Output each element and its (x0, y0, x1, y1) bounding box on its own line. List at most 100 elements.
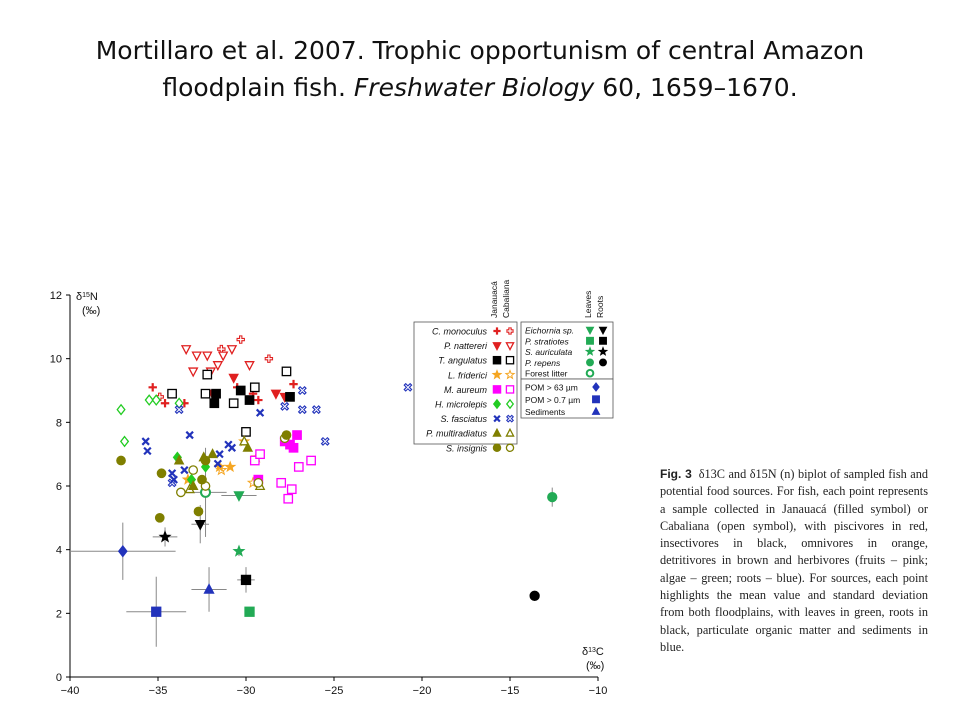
legend-p-multiradiatus-janauaca-symbol-shape (492, 427, 502, 437)
fish-t-angulatus-cabaliana-point-shape (202, 369, 213, 380)
legend-forest-litter-label: Forest litter (525, 369, 568, 379)
legend-p-nattereri-cabaliana-symbol (505, 342, 515, 351)
fish-t-angulatus-janauaca-point-shape (211, 388, 221, 399)
fish-s-fasciatus-janauaca-point-shape (185, 430, 194, 440)
fish-p-multiradiatus-janauaca-point-shape (187, 479, 199, 491)
legend-header-roots: Roots (595, 296, 605, 318)
legend-c-monoculus-label: C. monoculus (432, 327, 488, 337)
fish-c-monoculus-cabaliana-point-shape (218, 345, 225, 353)
x-tick-label: −10 (589, 685, 608, 697)
title-line-2: floodplain fish. Freshwater Biology 60, … (40, 69, 920, 106)
legend-h-microlepis-janauaca-symbol-shape (492, 398, 502, 410)
fish-c-monoculus-janauaca-point-shape (160, 399, 170, 408)
fish-s-fasciatus-cabaliana-point-shape (176, 406, 182, 413)
legend-s-fasciatus-janauaca-symbol-shape (493, 414, 501, 423)
fish-t-angulatus-janauaca-point-shape (244, 395, 255, 405)
legend-forest-litter-leaves-symbol (585, 368, 595, 378)
fish-m-aureum-cabaliana-point-shape (306, 455, 316, 466)
legend-sediments-label: Sediments (525, 407, 565, 417)
fish-p-nattereri-janauaca-point (228, 373, 239, 384)
fish-s-fasciatus-janauaca-point-shape (213, 459, 222, 468)
legend-s-auriculata-leaves-symbol-shape (584, 346, 596, 356)
fish-m-aureum-cabaliana-point (293, 462, 304, 472)
source-eichornia-sp--roots-shape (194, 519, 206, 531)
legend-s-insignis-janauaca-symbol-shape (492, 443, 502, 453)
legend-p-stratiotes-label: P. stratiotes (525, 336, 570, 346)
fish-c-monoculus-cabaliana-point-shape (237, 336, 244, 343)
fish-s-insignis-cabaliana-point-shape (188, 465, 199, 475)
fish-t-angulatus-cabaliana-point-shape (241, 427, 251, 437)
fish-t-angulatus-cabaliana-point (249, 382, 260, 393)
fish-m-aureum-cabaliana-point (276, 477, 287, 488)
fish-s-insignis-janauaca-point (193, 506, 204, 517)
fish-h-microlepis-cabaliana-point (116, 403, 126, 416)
fish-p-multiradiatus-janauaca-point (242, 441, 254, 452)
journal-name: Freshwater Biology (353, 73, 595, 102)
fish-s-fasciatus-janauaca-point-shape (143, 446, 152, 456)
legend-p-stratiotes-leaves-symbol (586, 336, 594, 345)
legend-m-aureum-janauaca-symbol-shape (492, 385, 502, 394)
legend-t-angulatus-janauaca-symbol (492, 355, 502, 365)
legend-forest-litter-leaves-symbol-shape (585, 368, 595, 378)
legend-c-monoculus-janauaca-symbol (493, 327, 501, 335)
legend-eichornia-sp--roots-symbol (598, 326, 608, 336)
y-tick-label: 12 (50, 290, 62, 302)
legend-c-monoculus-cabaliana-symbol (506, 327, 514, 335)
legend-s-auriculata-roots-symbol (597, 346, 609, 356)
fish-p-multiradiatus-cabaliana-point (238, 435, 250, 446)
legend-p-repens-roots-symbol-shape (599, 358, 607, 367)
legend-p-nattereri-janauaca-symbol (492, 342, 502, 351)
legend-p-stratiotes-leaves-symbol-shape (586, 336, 594, 345)
legend-pom-63-m-label: POM > 63 µm (525, 383, 578, 393)
data-marks (116, 335, 558, 617)
legend-pom-63-m-symbol (592, 382, 600, 392)
fish-p-nattereri-cabaliana-point-shape (191, 351, 202, 362)
legend-p-stratiotes-roots-symbol (599, 336, 607, 345)
legend-pom-0-7-m-symbol (592, 395, 600, 404)
y-tick-label: 2 (56, 608, 62, 620)
fish-s-insignis-cabaliana-point (253, 477, 264, 488)
fish-p-multiradiatus-janauaca-point-shape (242, 441, 254, 452)
legend-m-aureum-cabaliana-symbol (505, 385, 515, 394)
fish-c-monoculus-cabaliana-point-shape (265, 355, 273, 362)
fish-t-angulatus-janauaca-point-shape (235, 385, 246, 396)
fish-s-fasciatus-janauaca-point (185, 430, 194, 440)
fish-s-fasciatus-janauaca-point (255, 408, 265, 417)
x-axis-unit: (‰) (586, 660, 604, 672)
legend-h-microlepis-label: H. microlepis (435, 400, 488, 410)
source-p-stratiotes-roots (240, 574, 252, 586)
source-pom-63-m-shape (117, 545, 128, 558)
fish-s-fasciatus-janauaca-point (143, 446, 152, 456)
fish-t-angulatus-cabaliana-point-shape (200, 388, 211, 399)
fish-p-nattereri-cabaliana-point (217, 351, 229, 362)
chart-axes: −40 −35 −30 −25 −20 −15 −10 0 2 4 6 8 10 12 δ15N (‰) δ13… (50, 290, 608, 697)
legend-eichornia-sp--leaves-symbol (585, 326, 595, 336)
fish-p-multiradiatus-janauaca-point (173, 454, 185, 465)
source-p-stratiotes-roots-shape (240, 574, 252, 586)
legend-p-multiradiatus-label: P. multiradiatus (426, 429, 487, 439)
source-s-auriculata-roots (158, 530, 172, 543)
source-pom-0-7-m-shape (151, 606, 162, 617)
y-tick-label: 10 (50, 354, 62, 366)
fish-m-aureum-cabaliana-point-shape (286, 484, 297, 495)
fish-h-microlepis-cabaliana-point-shape (151, 394, 161, 406)
fish-t-angulatus-cabaliana-point-shape (228, 398, 239, 409)
y-tick-label: 8 (56, 417, 62, 429)
fish-l-friderici-janauaca-point (224, 460, 237, 473)
fish-h-microlepis-cabaliana-point (119, 435, 130, 448)
fish-p-nattereri-cabaliana-point (180, 345, 192, 356)
x-axis-label: δ13C (582, 646, 604, 658)
fish-s-fasciatus-janauaca-point (141, 437, 150, 446)
fish-c-monoculus-janauaca-point (148, 383, 157, 392)
fish-t-angulatus-janauaca-point-shape (209, 398, 220, 409)
fish-p-multiradiatus-janauaca-point-shape (173, 454, 185, 465)
legend-m-aureum-cabaliana-symbol-shape (505, 385, 515, 394)
fish-s-fasciatus-janauaca-point (169, 475, 178, 484)
fish-s-fasciatus-janauaca-point-shape (180, 465, 189, 475)
fish-s-fasciatus-janauaca-point (180, 465, 189, 475)
legend-l-friderici-janauaca-symbol-shape (491, 369, 503, 380)
fish-p-nattereri-cabaliana-point (212, 361, 224, 372)
legend-sediments-symbol (591, 406, 601, 415)
fish-t-angulatus-cabaliana-point (202, 369, 213, 380)
